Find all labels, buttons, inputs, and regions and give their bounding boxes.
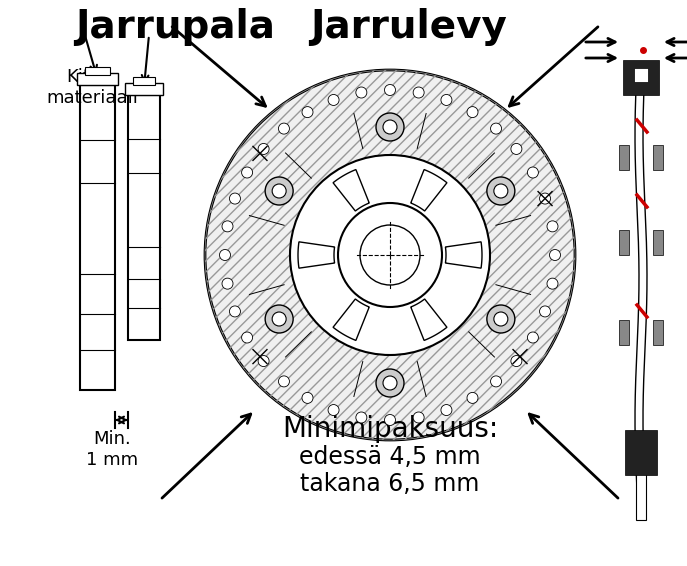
Circle shape xyxy=(467,392,478,404)
Text: Min.
1 mm: Min. 1 mm xyxy=(86,430,138,469)
Text: edessä 4,5 mm: edessä 4,5 mm xyxy=(299,445,481,469)
Circle shape xyxy=(242,332,253,343)
Polygon shape xyxy=(333,299,369,340)
Bar xyxy=(128,95,160,340)
Circle shape xyxy=(494,184,508,198)
Circle shape xyxy=(385,414,396,426)
Bar xyxy=(619,145,629,170)
Circle shape xyxy=(413,87,424,98)
Circle shape xyxy=(258,143,269,155)
Circle shape xyxy=(258,355,269,367)
Bar xyxy=(619,320,629,345)
Circle shape xyxy=(229,193,240,204)
Bar xyxy=(625,430,657,475)
Circle shape xyxy=(491,376,502,387)
Circle shape xyxy=(383,376,397,390)
Circle shape xyxy=(278,376,289,387)
Circle shape xyxy=(547,221,558,232)
Circle shape xyxy=(265,305,293,333)
Circle shape xyxy=(441,95,452,105)
Circle shape xyxy=(385,84,396,96)
Bar xyxy=(619,230,629,255)
Text: Minimipaksuus:: Minimipaksuus: xyxy=(282,415,498,443)
Bar xyxy=(125,83,163,95)
Circle shape xyxy=(272,312,286,326)
Circle shape xyxy=(539,306,550,317)
Circle shape xyxy=(511,143,522,155)
Circle shape xyxy=(242,167,253,178)
Circle shape xyxy=(494,312,508,326)
Circle shape xyxy=(338,203,442,307)
Circle shape xyxy=(441,405,452,415)
Circle shape xyxy=(265,177,293,205)
Bar xyxy=(653,230,663,255)
Text: Jarrupala: Jarrupala xyxy=(75,8,275,46)
Circle shape xyxy=(229,306,240,317)
Circle shape xyxy=(383,120,397,134)
Text: takana 6,5 mm: takana 6,5 mm xyxy=(300,472,480,496)
Circle shape xyxy=(511,355,522,367)
Circle shape xyxy=(356,412,367,423)
Bar xyxy=(133,77,155,85)
Polygon shape xyxy=(298,242,335,268)
Bar xyxy=(85,67,110,75)
Circle shape xyxy=(491,123,502,134)
Polygon shape xyxy=(411,299,447,340)
Circle shape xyxy=(302,106,313,118)
Circle shape xyxy=(487,177,515,205)
Circle shape xyxy=(487,305,515,333)
Circle shape xyxy=(205,70,575,440)
Polygon shape xyxy=(411,170,447,211)
Circle shape xyxy=(547,278,558,289)
Circle shape xyxy=(376,113,404,141)
Bar xyxy=(653,145,663,170)
Circle shape xyxy=(302,392,313,404)
Bar xyxy=(77,73,118,85)
Circle shape xyxy=(360,225,420,285)
Circle shape xyxy=(290,155,490,355)
Circle shape xyxy=(413,412,424,423)
Circle shape xyxy=(467,106,478,118)
Bar xyxy=(653,320,663,345)
Bar xyxy=(636,470,646,520)
Circle shape xyxy=(278,123,289,134)
Polygon shape xyxy=(333,170,369,211)
Circle shape xyxy=(539,193,550,204)
Bar xyxy=(80,85,115,390)
Circle shape xyxy=(528,332,539,343)
Circle shape xyxy=(220,250,231,260)
Circle shape xyxy=(222,221,233,232)
Circle shape xyxy=(272,184,286,198)
Circle shape xyxy=(528,167,539,178)
Circle shape xyxy=(550,250,561,260)
Circle shape xyxy=(328,405,339,415)
Circle shape xyxy=(376,369,404,397)
Text: Kitka-
materiaali: Kitka- materiaali xyxy=(46,68,138,107)
Bar xyxy=(623,60,659,95)
Polygon shape xyxy=(445,242,482,268)
Bar xyxy=(634,68,648,82)
Circle shape xyxy=(328,95,339,105)
Circle shape xyxy=(356,87,367,98)
Circle shape xyxy=(222,278,233,289)
Text: Jarrulevy: Jarrulevy xyxy=(310,8,507,46)
